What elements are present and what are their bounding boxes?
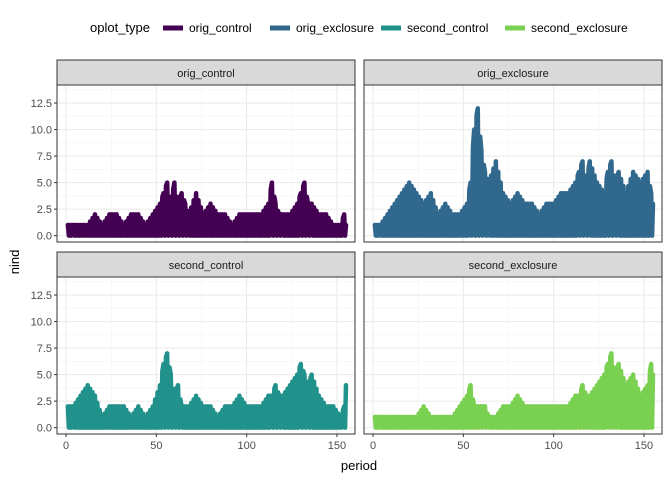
y-tick-label: 5.0 — [37, 178, 52, 190]
panel-border — [363, 276, 663, 435]
y-tick-label: 12.5 — [31, 290, 52, 302]
y-tick-label: 5.0 — [37, 370, 52, 382]
strip-background — [363, 59, 663, 86]
legend-item-orig-exclosure: orig_exclosure — [270, 21, 374, 35]
x-tick-label: 100 — [237, 440, 255, 452]
legend-label: orig_control — [189, 21, 252, 35]
y-tick-label: 7.5 — [37, 151, 52, 163]
x-tick-label: 0 — [63, 440, 69, 452]
panel-orig-control: orig_control 0.0 2.5 5.0 7.5 10.0 12.5 — [31, 59, 356, 243]
strip-label: orig_control — [177, 68, 234, 80]
strip-label: orig_exclosure — [477, 68, 549, 80]
x-tick-label: 150 — [328, 440, 346, 452]
series-line-second-exclosure — [372, 351, 656, 430]
series-line-second-control — [65, 351, 349, 430]
strip-label: second_control — [169, 260, 244, 272]
panel-border — [363, 84, 663, 243]
panel-second-exclosure: second_exclosure 0 50 100 150 — [363, 251, 663, 452]
legend-label: second_exclosure — [531, 21, 628, 35]
strip-background — [56, 59, 356, 86]
legend-item-second-exclosure: second_exclosure — [505, 21, 628, 35]
series-line-orig-exclosure — [372, 106, 656, 238]
y-tick-label: 10.0 — [31, 317, 52, 329]
panel-border — [56, 84, 356, 243]
strip-label: second_exclosure — [469, 260, 558, 272]
series-line-orig-control — [65, 180, 349, 238]
x-axis-title: period — [341, 458, 377, 473]
y-tick-label: 10.0 — [31, 125, 52, 137]
legend-label: orig_exclosure — [296, 21, 374, 35]
y-tick-label: 0.0 — [37, 231, 52, 243]
x-tick-label: 50 — [457, 440, 469, 452]
legend-item-orig-control: orig_control — [163, 21, 252, 35]
x-tick-label: 150 — [635, 440, 653, 452]
y-tick-label: 0.0 — [37, 423, 52, 435]
x-tick-label: 100 — [544, 440, 562, 452]
x-tick-label: 0 — [370, 440, 376, 452]
y-tick-label: 2.5 — [37, 204, 52, 216]
panel-orig-exclosure: orig_exclosure — [363, 59, 663, 243]
panel-second-control: second_control 0.0 2.5 5.0 7.5 10.0 12.5 0 50 100… — [31, 251, 356, 452]
facet-panels: orig_control 0.0 2.5 5.0 7.5 10.0 12.5 orig_exc… — [31, 59, 663, 452]
y-tick-label: 7.5 — [37, 343, 52, 355]
legend: oplot_type orig_control orig_exclosure seco… — [90, 20, 628, 35]
strip-background — [363, 251, 663, 278]
y-axis-title: nind — [7, 250, 22, 275]
legend-title: oplot_type — [90, 20, 150, 35]
legend-item-second-control: second_control — [381, 21, 488, 35]
legend-label: second_control — [407, 21, 488, 35]
panel-border — [56, 276, 356, 435]
x-tick-label: 50 — [150, 440, 162, 452]
y-tick-label: 2.5 — [37, 396, 52, 408]
strip-background — [56, 251, 356, 278]
y-tick-label: 12.5 — [31, 98, 52, 110]
